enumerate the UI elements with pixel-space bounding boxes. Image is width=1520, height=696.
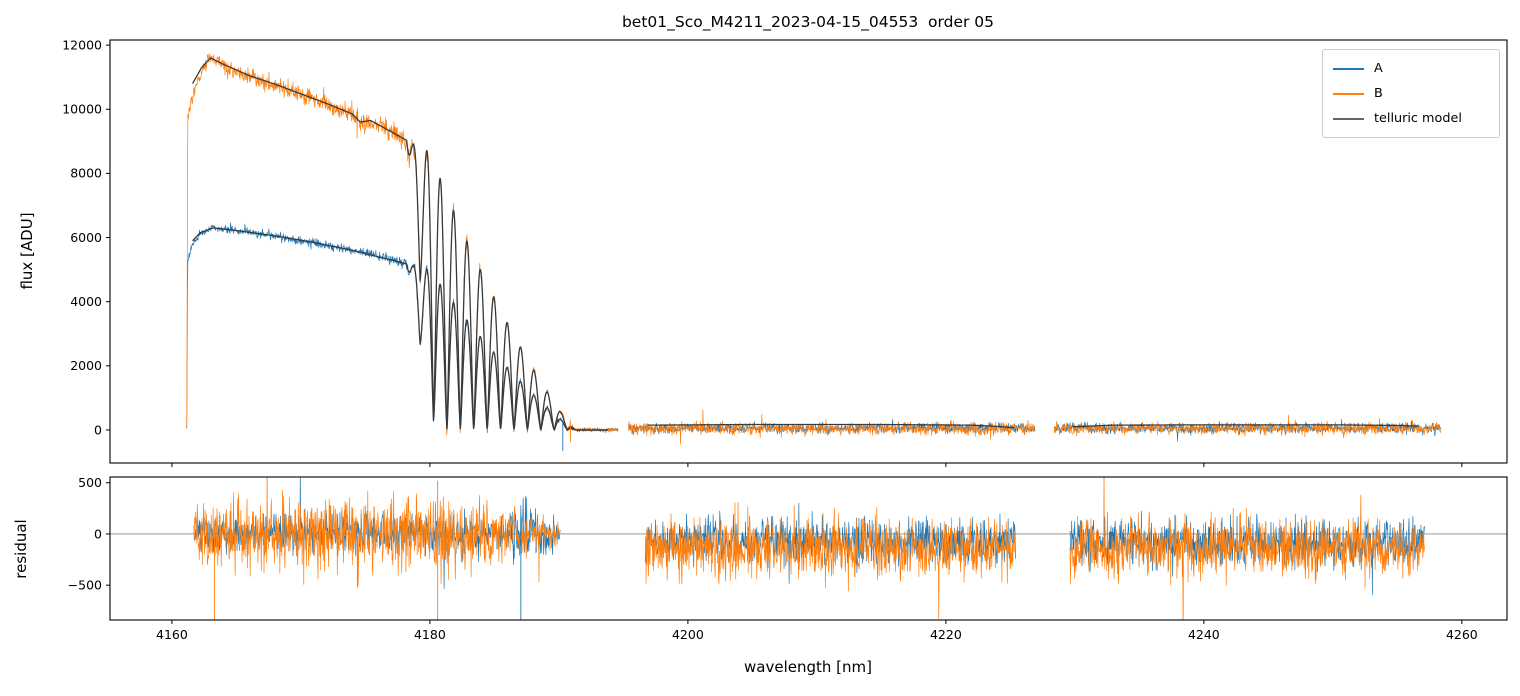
y-tick-label: 6000 — [70, 230, 102, 245]
legend-item-telluric-model: telluric model — [1333, 106, 1499, 131]
plot-title: bet01_Sco_M4211_2023-04-15_04553 order 0… — [621, 13, 995, 31]
x-tick-label: 4240 — [1188, 627, 1220, 642]
series-B-seg1 — [628, 409, 1036, 445]
x-tick-label: 4260 — [1446, 627, 1478, 642]
y-tick-label: 8000 — [70, 166, 102, 181]
series-B-seg2 — [1069, 477, 1425, 620]
legend-item-a: A — [1333, 56, 1499, 81]
telluric-model-line-swatch — [1333, 117, 1364, 120]
y-tick-label: 10000 — [62, 102, 102, 117]
y-tick-label: 500 — [78, 475, 102, 490]
flux-panel-frame — [109, 39, 1508, 464]
legend-label-b: B — [1374, 86, 1383, 101]
y-tick-label: 12000 — [62, 37, 102, 52]
residual-panel-ticks: 4160 4180 4200 4220 4240 4260 500 0 −500 — [68, 475, 1478, 642]
residual-y-axis-label: residual — [12, 519, 30, 579]
series-b-line-swatch — [1333, 92, 1364, 95]
flux-panel-ticks: 0 2000 4000 6000 8000 10000 12000 — [62, 37, 1463, 467]
y-tick-label: 0 — [94, 422, 102, 437]
y-tick-label: −500 — [68, 577, 102, 592]
y-tick-label: 0 — [94, 526, 102, 541]
x-axis-label: wavelength [nm] — [744, 658, 872, 676]
y-tick-label: 4000 — [70, 294, 102, 309]
x-tick-label: 4220 — [930, 627, 962, 642]
series-a-line-swatch — [1333, 67, 1364, 70]
series-telluric-model-seg2 — [647, 423, 1015, 429]
x-tick-label: 4200 — [672, 627, 704, 642]
x-tick-label: 4180 — [414, 627, 446, 642]
legend-label-telluric-model: telluric model — [1374, 111, 1462, 126]
y-tick-label: 2000 — [70, 358, 102, 373]
series-B-seg0 — [193, 477, 561, 589]
residual-panel-data — [110, 477, 1507, 620]
series-B-seg2 — [1053, 414, 1442, 438]
legend-label-a: A — [1374, 61, 1383, 76]
series-A-seg0 — [186, 222, 619, 434]
flux-y-axis-label: flux [ADU] — [18, 212, 36, 290]
series-B-seg1 — [644, 502, 1016, 620]
legend: A B telluric model — [1322, 49, 1500, 138]
legend-item-b: B — [1333, 81, 1499, 106]
series-B-seg0 — [186, 53, 619, 436]
x-tick-label: 4160 — [156, 627, 188, 642]
series-telluric-model-seg0 — [192, 227, 609, 431]
flux-panel-data — [186, 53, 1442, 451]
residual-panel-frame — [109, 476, 1508, 621]
series-telluric-model-seg1 — [191, 57, 609, 431]
series-telluric-model-seg3 — [1072, 424, 1419, 428]
